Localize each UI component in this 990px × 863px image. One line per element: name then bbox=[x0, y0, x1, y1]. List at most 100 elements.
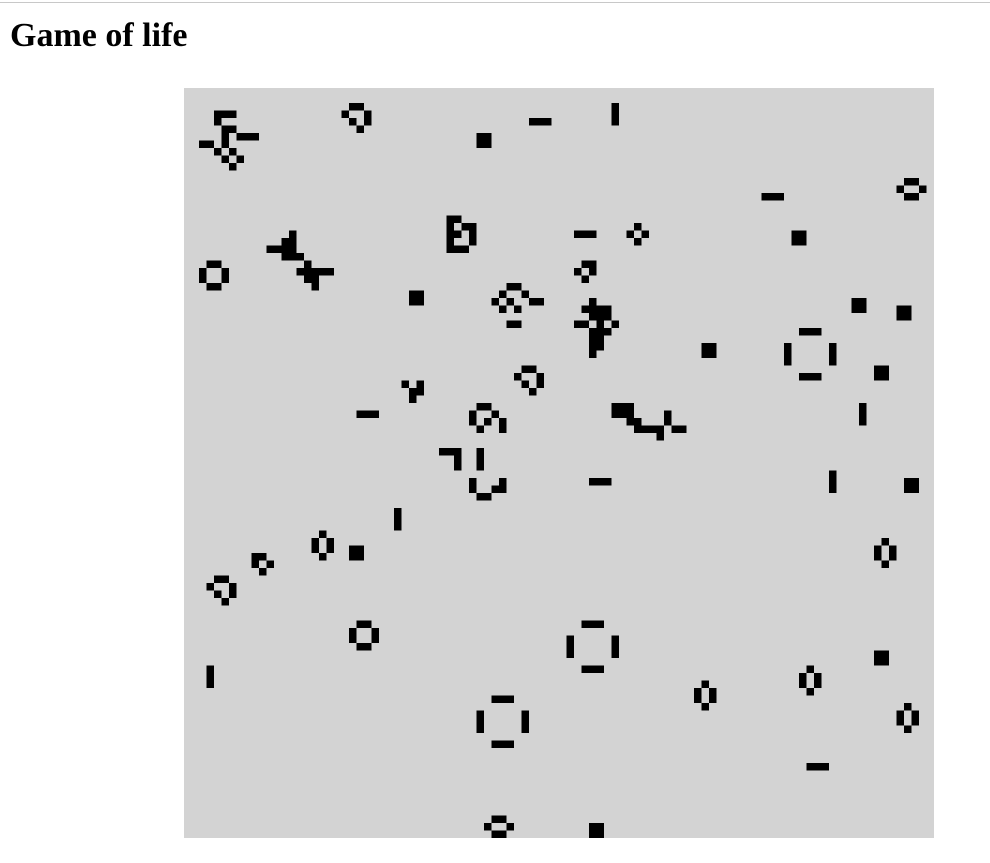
cell bbox=[206, 140, 214, 148]
cell bbox=[469, 478, 477, 486]
cell bbox=[461, 223, 469, 231]
cell bbox=[319, 530, 327, 538]
cell bbox=[326, 538, 334, 546]
cell bbox=[814, 328, 822, 336]
cell bbox=[296, 268, 304, 276]
cell bbox=[506, 823, 514, 831]
cell bbox=[409, 298, 417, 306]
cell bbox=[364, 620, 372, 628]
cell bbox=[664, 410, 672, 418]
cell bbox=[446, 223, 454, 231]
cell bbox=[896, 185, 904, 193]
cell bbox=[356, 545, 364, 553]
cell bbox=[349, 628, 357, 636]
cell bbox=[251, 560, 259, 568]
cell bbox=[911, 710, 919, 718]
cell bbox=[656, 425, 664, 433]
cell bbox=[874, 650, 882, 658]
cell bbox=[574, 320, 582, 328]
cell bbox=[581, 620, 589, 628]
cell bbox=[814, 373, 822, 381]
cell bbox=[536, 373, 544, 381]
cell bbox=[829, 350, 837, 358]
cell bbox=[491, 740, 499, 748]
cell bbox=[446, 448, 454, 456]
cell bbox=[904, 178, 912, 186]
cell bbox=[206, 260, 214, 268]
cell bbox=[484, 418, 492, 426]
cell bbox=[566, 643, 574, 651]
cell bbox=[506, 695, 514, 703]
cell bbox=[521, 725, 529, 733]
cell bbox=[634, 425, 642, 433]
cell bbox=[701, 343, 709, 351]
cell bbox=[596, 343, 604, 351]
cell bbox=[311, 283, 319, 291]
cell bbox=[596, 620, 604, 628]
cell bbox=[394, 515, 402, 523]
cell bbox=[364, 410, 372, 418]
cell bbox=[574, 268, 582, 276]
cell bbox=[709, 695, 717, 703]
cell bbox=[596, 335, 604, 343]
cell bbox=[214, 575, 222, 583]
cell bbox=[484, 493, 492, 501]
cell bbox=[911, 485, 919, 493]
cell bbox=[514, 373, 522, 381]
cell bbox=[806, 328, 814, 336]
cell bbox=[589, 230, 597, 238]
cell bbox=[611, 635, 619, 643]
cell bbox=[214, 118, 222, 126]
cell bbox=[596, 320, 604, 328]
cell bbox=[274, 245, 282, 253]
cell bbox=[289, 253, 297, 261]
cell bbox=[709, 350, 717, 358]
cell bbox=[874, 553, 882, 561]
cell bbox=[596, 478, 604, 486]
cell bbox=[536, 118, 544, 126]
cell bbox=[281, 253, 289, 261]
cell bbox=[791, 238, 799, 246]
cell bbox=[529, 388, 537, 396]
cell bbox=[904, 485, 912, 493]
cell bbox=[874, 365, 882, 373]
cell bbox=[799, 328, 807, 336]
cell bbox=[521, 380, 529, 388]
cell bbox=[364, 643, 372, 651]
cell bbox=[499, 425, 507, 433]
cell bbox=[904, 703, 912, 711]
cell bbox=[469, 238, 477, 246]
cell bbox=[589, 328, 597, 336]
cell bbox=[409, 395, 417, 403]
cell bbox=[199, 275, 207, 283]
cell bbox=[514, 305, 522, 313]
cell bbox=[311, 268, 319, 276]
cell bbox=[829, 478, 837, 486]
cell bbox=[476, 725, 484, 733]
cell bbox=[499, 290, 507, 298]
cell bbox=[311, 538, 319, 546]
cell bbox=[371, 628, 379, 636]
cell bbox=[889, 545, 897, 553]
cell bbox=[634, 418, 642, 426]
cell bbox=[784, 358, 792, 366]
cell bbox=[364, 110, 372, 118]
cell bbox=[236, 133, 244, 141]
cell bbox=[874, 373, 882, 381]
cell bbox=[529, 298, 537, 306]
cell bbox=[904, 725, 912, 733]
cell bbox=[199, 268, 207, 276]
cell bbox=[349, 545, 357, 553]
cell bbox=[671, 425, 679, 433]
cell bbox=[799, 230, 807, 238]
cell bbox=[454, 230, 462, 238]
cell bbox=[799, 238, 807, 246]
cell bbox=[341, 110, 349, 118]
cell bbox=[416, 380, 424, 388]
cell bbox=[619, 403, 627, 411]
cell bbox=[356, 125, 364, 133]
cell bbox=[371, 635, 379, 643]
cell bbox=[694, 688, 702, 696]
cell bbox=[709, 343, 717, 351]
cell bbox=[701, 703, 709, 711]
